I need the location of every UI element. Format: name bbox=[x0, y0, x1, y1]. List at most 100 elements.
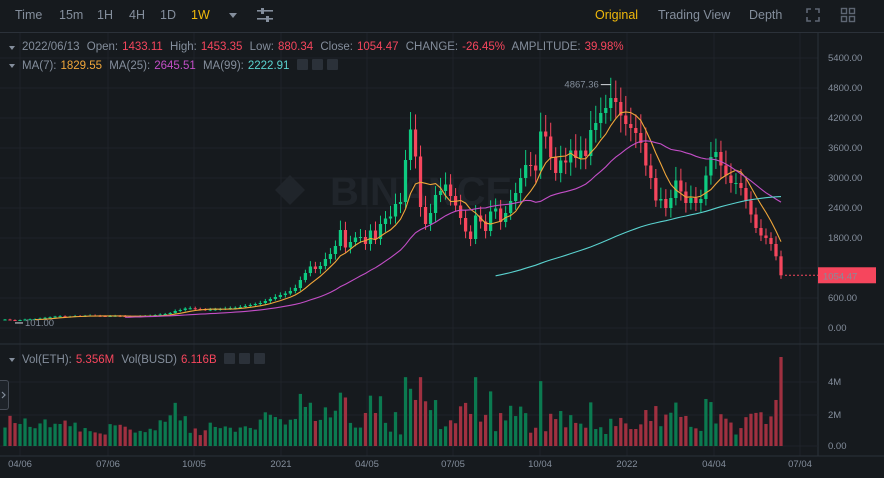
view-trading-view[interactable]: Trading View bbox=[658, 8, 731, 22]
ma7-value: 1829.55 bbox=[60, 60, 103, 72]
volume-bar bbox=[73, 422, 77, 446]
view-original[interactable]: Original bbox=[595, 8, 639, 22]
last-price-label: 1054.47 bbox=[823, 271, 857, 282]
candle-body bbox=[689, 198, 693, 203]
candle-body bbox=[188, 308, 192, 310]
candle-body bbox=[408, 129, 413, 160]
candle-body bbox=[348, 242, 353, 248]
low-marker-label: 101.00 bbox=[25, 318, 54, 329]
candle-body bbox=[393, 204, 398, 217]
volume-bar bbox=[113, 425, 117, 446]
candle-body bbox=[213, 309, 217, 311]
volume-bar bbox=[403, 377, 408, 446]
candle-body bbox=[764, 235, 768, 238]
candle-body bbox=[208, 309, 212, 311]
candle-body bbox=[123, 316, 127, 318]
volume-bar bbox=[393, 412, 398, 446]
candle-body bbox=[639, 133, 643, 143]
price-tick-label: 1800.00 bbox=[828, 233, 862, 244]
interval-1d[interactable]: 1D bbox=[160, 8, 176, 22]
vol-visibility-icon[interactable] bbox=[238, 353, 250, 364]
more-intervals-icon[interactable] bbox=[227, 10, 239, 20]
volume-bar bbox=[644, 410, 648, 446]
candle-body bbox=[358, 237, 363, 238]
interval-time[interactable]: Time bbox=[15, 8, 43, 22]
ma-settings-icon[interactable] bbox=[296, 59, 308, 70]
interval-4h[interactable]: 4H bbox=[129, 8, 145, 22]
volume-bar bbox=[153, 430, 157, 446]
close-label: Close: bbox=[320, 41, 353, 53]
low-label: Low: bbox=[249, 41, 274, 53]
fullscreen-icon[interactable] bbox=[805, 7, 821, 23]
candle-body bbox=[724, 165, 728, 176]
candle-body bbox=[714, 152, 718, 157]
volume-bar bbox=[173, 402, 177, 446]
volume-bar bbox=[83, 428, 87, 446]
volume-bar bbox=[719, 414, 723, 446]
volume-bar bbox=[168, 415, 172, 446]
candle-body bbox=[579, 150, 583, 158]
volume-bar bbox=[443, 426, 448, 446]
candle-body bbox=[233, 307, 237, 309]
view-depth[interactable]: Depth bbox=[749, 8, 783, 22]
layout-grid-icon[interactable] bbox=[840, 7, 856, 23]
volume-bar bbox=[514, 416, 518, 446]
volume-bar bbox=[529, 432, 533, 446]
candle-body bbox=[463, 218, 468, 232]
last-price-badge bbox=[818, 267, 876, 284]
ma99-label: MA(99): bbox=[202, 60, 244, 72]
interval-1w[interactable]: 1W bbox=[191, 8, 210, 22]
vol-settings-icon[interactable] bbox=[223, 353, 235, 364]
volume-bar bbox=[298, 393, 303, 446]
candle-body bbox=[754, 214, 758, 228]
date-tick-label: 07/05 bbox=[441, 459, 465, 470]
volume-bar bbox=[604, 433, 608, 446]
volume-bar bbox=[123, 426, 127, 446]
side-panel-toggle[interactable] bbox=[0, 380, 9, 410]
candle-body bbox=[343, 230, 348, 248]
settings-sliders-icon[interactable] bbox=[256, 7, 274, 23]
volume-bar bbox=[639, 424, 643, 446]
volume-bar bbox=[378, 396, 383, 446]
volume-bar bbox=[544, 431, 548, 446]
volume-bar bbox=[43, 419, 47, 446]
volume-bar bbox=[539, 381, 543, 446]
toolbar-divider bbox=[0, 32, 884, 33]
volume-bar bbox=[178, 420, 182, 446]
volume-bar bbox=[634, 429, 638, 446]
volume-bar bbox=[769, 416, 773, 446]
candle-body bbox=[298, 280, 303, 288]
interval-1h[interactable]: 1H bbox=[97, 8, 113, 22]
collapse-arrow-icon[interactable] bbox=[8, 44, 16, 52]
ma-close-icon[interactable] bbox=[326, 59, 338, 70]
volume-bar bbox=[243, 426, 247, 446]
candle-body bbox=[574, 150, 578, 158]
candle-body bbox=[699, 199, 703, 203]
candle-body bbox=[278, 295, 282, 297]
date-tick-label: 04/05 bbox=[355, 459, 379, 470]
candle-body bbox=[468, 231, 473, 239]
volume-bar bbox=[288, 419, 292, 446]
volume-bar bbox=[308, 402, 313, 446]
collapse-arrow-icon[interactable] bbox=[8, 62, 16, 70]
volume-bar bbox=[549, 413, 553, 446]
interval-15m[interactable]: 15m bbox=[59, 8, 84, 22]
candle-body bbox=[158, 314, 162, 316]
candle-body bbox=[398, 202, 403, 204]
vol-close-icon[interactable] bbox=[253, 353, 265, 364]
candle-body bbox=[333, 246, 338, 254]
candle-body bbox=[173, 311, 177, 313]
candle-body bbox=[8, 319, 12, 321]
collapse-arrow-icon[interactable] bbox=[8, 356, 16, 364]
ma-visibility-icon[interactable] bbox=[311, 59, 323, 70]
volume-bar bbox=[223, 426, 227, 446]
candle-body bbox=[258, 303, 262, 304]
candle-body bbox=[168, 313, 172, 314]
candle-body bbox=[53, 316, 57, 318]
volume-bar bbox=[273, 417, 277, 446]
volume-bar bbox=[148, 428, 152, 446]
volume-bar bbox=[659, 426, 663, 446]
date-tick-label: 07/04 bbox=[788, 459, 812, 470]
volume-bar bbox=[128, 429, 132, 446]
